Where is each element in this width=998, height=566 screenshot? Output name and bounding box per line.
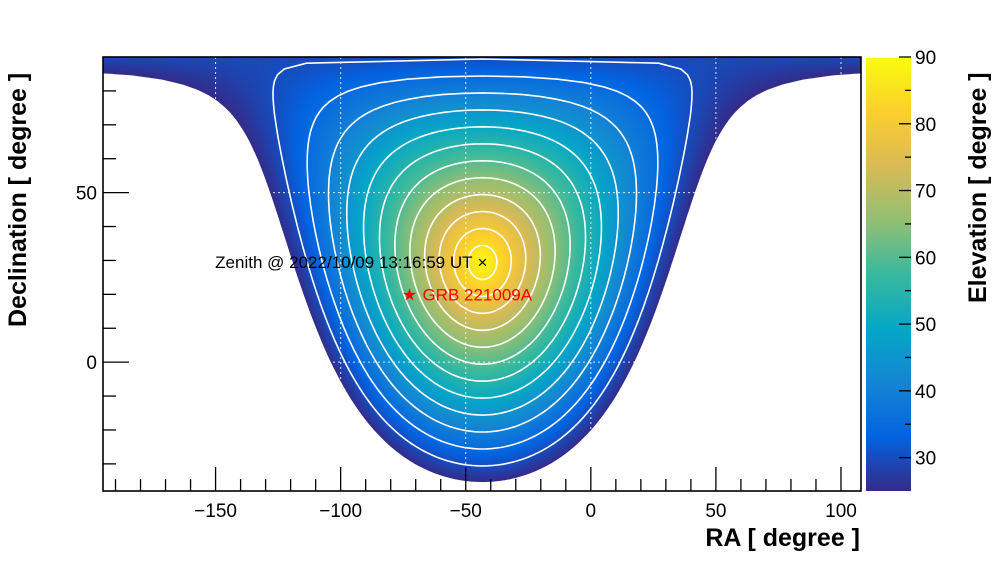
y-tick-label: 0 — [86, 353, 97, 374]
x-axis-title: RA [ degree ] — [705, 524, 860, 552]
colorbar-ticks: 30 40 50 60 70 80 90 — [899, 48, 936, 470]
x-tick-label: −100 — [319, 501, 362, 522]
colorbar-tick-label: 30 — [915, 449, 936, 470]
contour-line — [394, 160, 571, 366]
elevation-heatmap — [103, 57, 861, 491]
x-tick-label: 0 — [586, 501, 597, 522]
contour-line — [327, 92, 638, 433]
zenith-marker: × — [478, 253, 488, 272]
annotations: × Zenith @ 2022/10/09 13:16:59 UT ★ GRB … — [215, 253, 533, 305]
colorbar-tick-label: 50 — [915, 315, 936, 336]
colorbar-tick-label: 70 — [915, 182, 936, 203]
zenith-label: Zenith @ 2022/10/09 13:16:59 UT — [215, 253, 472, 272]
colorbar-tick-label: 40 — [915, 382, 936, 403]
contour-line — [103, 73, 861, 484]
contour-line — [467, 244, 498, 281]
x-tick-label: −150 — [194, 501, 237, 522]
colorbar-tick-label: 90 — [915, 48, 936, 69]
contour-line — [345, 109, 620, 416]
axis-ticks: −150 −100 −50 0 50 100 0 50 — [76, 90, 857, 522]
contour-line — [272, 58, 693, 467]
contour-line — [452, 227, 513, 298]
y-tick-label: 50 — [76, 184, 97, 205]
contour-line — [423, 193, 542, 332]
contour-line — [306, 75, 659, 450]
x-tick-label: −50 — [450, 501, 482, 522]
contour-line — [378, 143, 587, 382]
plot-frame — [102, 56, 862, 492]
x-tick-label: 100 — [825, 501, 857, 522]
contour-line — [362, 126, 603, 399]
contour-line — [409, 176, 556, 349]
colorbar-title: Elevation [ degree ] — [964, 72, 992, 303]
source-marker: ★ — [402, 286, 417, 305]
colorbar-tick-label: 80 — [915, 115, 936, 136]
colorbar-tick-label: 60 — [915, 248, 936, 269]
elevation-contours — [103, 58, 861, 484]
grid-lines — [103, 57, 861, 491]
x-tick-label: 50 — [705, 501, 726, 522]
y-axis-title: Declination [ degree ] — [4, 73, 32, 327]
contour-line — [438, 210, 527, 315]
colorbar — [866, 58, 911, 491]
source-label: GRB 221009A — [422, 286, 532, 305]
